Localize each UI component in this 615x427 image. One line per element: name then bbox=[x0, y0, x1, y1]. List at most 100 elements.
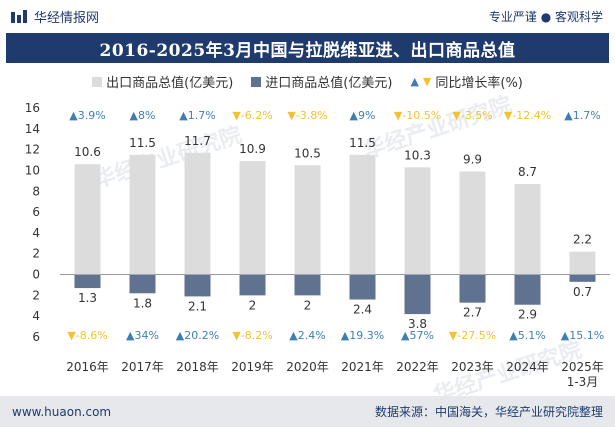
x-category-label: 2016年 bbox=[66, 360, 109, 374]
export-value-label: 11.5 bbox=[129, 136, 156, 150]
yoy-import-label: ▲15.1% bbox=[561, 329, 604, 342]
yoy-export-label: ▲1.7% bbox=[179, 109, 215, 122]
legend-yoy: ▲ ▼ 同比增长率(%) bbox=[410, 72, 522, 91]
yoy-export-label: ▲8% bbox=[130, 109, 156, 122]
export-value-label: 10.6 bbox=[74, 145, 101, 159]
import-bar bbox=[349, 274, 376, 300]
import-bar bbox=[569, 274, 596, 282]
export-bar bbox=[184, 152, 211, 275]
import-bar bbox=[514, 274, 541, 305]
x-category-label: 2018年 bbox=[176, 360, 219, 374]
import-bar bbox=[184, 274, 211, 297]
y-tick-label: 6 bbox=[32, 330, 40, 344]
x-category-label: 2024年 bbox=[506, 360, 549, 374]
footer-source: 数据来源：中国海关，华经产业研究院整理 bbox=[374, 405, 603, 419]
import-bar bbox=[404, 274, 431, 315]
yoy-import-label: ▲2.4% bbox=[289, 329, 325, 342]
y-tick-label: 2 bbox=[32, 247, 40, 261]
footer-website[interactable]: www.huaon.com bbox=[12, 404, 112, 419]
import-bar bbox=[74, 274, 101, 289]
import-value-label: 2.1 bbox=[188, 299, 207, 313]
x-category-label: 2020年 bbox=[286, 360, 329, 374]
import-value-label: 1.3 bbox=[78, 291, 97, 305]
export-bar bbox=[459, 171, 486, 275]
export-bar bbox=[129, 154, 156, 275]
yoy-export-label: ▲3.9% bbox=[69, 109, 105, 122]
legend-export: 出口商品总值(亿美元) bbox=[92, 72, 233, 91]
legend-export-swatch bbox=[92, 76, 103, 87]
import-bar bbox=[294, 274, 321, 296]
chart-title: 2016-2025年3月中国与拉脱维亚进、出口商品总值 bbox=[6, 33, 609, 63]
x-category-label: 1-3月 bbox=[567, 375, 599, 389]
legend-export-label: 出口商品总值(亿美元) bbox=[106, 76, 234, 91]
x-category-label: 2025年 bbox=[561, 360, 604, 374]
import-value-label: 2.4 bbox=[353, 303, 372, 317]
yoy-import-label: ▼-27.5% bbox=[449, 329, 496, 342]
export-bar bbox=[404, 167, 431, 275]
import-bar bbox=[239, 274, 266, 296]
yoy-export-label: ▼-3.5% bbox=[452, 109, 492, 122]
y-tick-label: 14 bbox=[25, 122, 40, 136]
import-value-label: 2.7 bbox=[463, 306, 482, 320]
y-tick-label: 12 bbox=[25, 143, 40, 157]
brand-name: 华经情报网 bbox=[34, 11, 100, 26]
y-tick-label: 10 bbox=[25, 163, 40, 177]
import-bar bbox=[129, 274, 156, 294]
legend-import-swatch bbox=[251, 76, 262, 87]
export-bar bbox=[294, 165, 321, 275]
export-value-label: 11.7 bbox=[184, 134, 211, 148]
import-value-label: 0.7 bbox=[573, 285, 592, 299]
export-bar bbox=[569, 251, 596, 275]
y-tick-label: 8 bbox=[32, 184, 40, 198]
legend-import: 进口商品总值(亿美元) bbox=[251, 72, 392, 91]
export-bar bbox=[239, 161, 266, 275]
legend: 出口商品总值(亿美元) 进口商品总值(亿美元) ▲ ▼ 同比增长率(%) bbox=[0, 72, 615, 91]
y-tick-label: 4 bbox=[32, 309, 40, 323]
footer: www.huaon.com 数据来源：中国海关，华经产业研究院整理 bbox=[0, 396, 615, 427]
slogan: 专业严谨 ● 客观科学 bbox=[488, 10, 603, 24]
export-value-label: 2.2 bbox=[573, 233, 592, 247]
export-bar bbox=[514, 183, 541, 275]
x-category-label: 2022年 bbox=[396, 360, 439, 374]
brand[interactable]: 华经情报网 bbox=[10, 7, 99, 26]
export-bar bbox=[349, 154, 376, 275]
yoy-export-label: ▼-12.4% bbox=[504, 109, 551, 122]
yoy-import-label: ▲57% bbox=[401, 329, 434, 342]
x-category-label: 2019年 bbox=[231, 360, 274, 374]
export-value-label: 10.5 bbox=[294, 146, 321, 160]
yoy-import-label: ▼-8.2% bbox=[232, 329, 272, 342]
x-category-label: 2021年 bbox=[341, 360, 384, 374]
legend-down-triangle-icon: ▼ bbox=[422, 75, 432, 88]
y-tick-label: 2 bbox=[32, 288, 40, 302]
import-bar bbox=[459, 274, 486, 303]
legend-up-triangle-icon: ▲ bbox=[410, 75, 419, 88]
yoy-export-label: ▼-10.5% bbox=[394, 109, 441, 122]
x-category-label: 2017年 bbox=[121, 360, 164, 374]
y-tick-label: 6 bbox=[32, 205, 40, 219]
yoy-import-label: ▲19.3% bbox=[341, 329, 384, 342]
export-value-label: 8.7 bbox=[518, 165, 537, 179]
yoy-export-label: ▲9% bbox=[350, 109, 376, 122]
yoy-import-label: ▲5.1% bbox=[509, 329, 545, 342]
x-category-label: 2023年 bbox=[451, 360, 494, 374]
export-value-label: 10.9 bbox=[239, 142, 266, 156]
import-value-label: 2 bbox=[304, 298, 312, 312]
yoy-import-label: ▲20.2% bbox=[176, 329, 219, 342]
yoy-export-label: ▼-3.8% bbox=[287, 109, 327, 122]
yoy-export-label: ▼-6.2% bbox=[232, 109, 272, 122]
y-tick-label: 0 bbox=[32, 268, 40, 282]
y-tick-label: 4 bbox=[32, 226, 40, 240]
y-tick-label: 16 bbox=[25, 101, 40, 115]
yoy-export-label: ▲1.7% bbox=[564, 109, 600, 122]
legend-import-label: 进口商品总值(亿美元) bbox=[265, 76, 393, 91]
top-bar: 华经情报网 专业严谨 ● 客观科学 bbox=[0, 0, 615, 33]
yoy-import-label: ▲34% bbox=[126, 329, 159, 342]
import-value-label: 2 bbox=[249, 298, 257, 312]
import-value-label: 3.8 bbox=[408, 317, 427, 331]
brand-logo-icon bbox=[11, 9, 27, 23]
import-value-label: 1.8 bbox=[133, 296, 152, 310]
chart: 16 14 12 10 8 6 4 2 0 2 4 6 10.6 1.3 ▲3.9% ▼-8.6% 2016年 1… bbox=[25, 101, 610, 389]
legend-yoy-label: 同比增长率(%) bbox=[435, 76, 523, 91]
import-value-label: 2.9 bbox=[518, 308, 537, 322]
export-value-label: 11.5 bbox=[349, 136, 376, 150]
